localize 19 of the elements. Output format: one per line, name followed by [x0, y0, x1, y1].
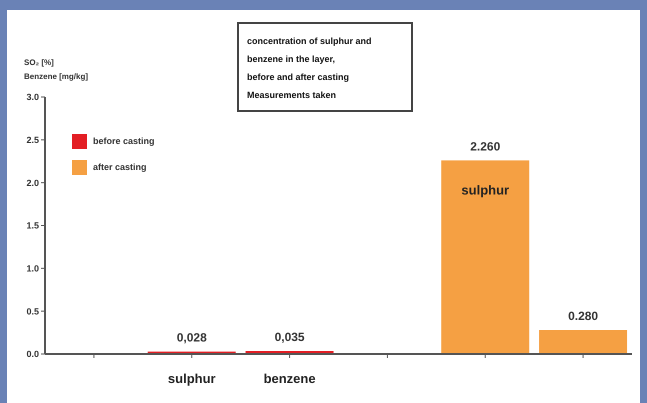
data-label: 0,035: [274, 330, 305, 344]
annotation: sulphur: [461, 182, 510, 198]
data-label: 2.260: [470, 139, 501, 154]
y-axis-title: SO₂ [%] Benzene [mg/kg]: [24, 57, 88, 83]
data-label: 0.280: [568, 309, 598, 324]
x-tick-label: benzene: [264, 371, 316, 386]
chart-title: concentration of sulphur and benzene in the layer, before and after casting Measurements taken: [247, 35, 373, 102]
y-tick-label: 1.5: [26, 220, 39, 231]
legend-label: before casting: [93, 136, 155, 146]
y-tick-label: 3.0: [26, 92, 39, 102]
legend-label: after casting: [93, 162, 147, 172]
y-tick-label: 2.0: [26, 178, 39, 188]
y-tick-label: 0.5: [26, 306, 39, 316]
bar: [441, 160, 530, 354]
y-tick-label: 0.0: [26, 349, 39, 360]
y-tick-label: 2.5: [26, 135, 39, 146]
bar: [539, 330, 628, 354]
data-label: 0,028: [176, 330, 208, 345]
y-tick-label: 1.0: [26, 264, 39, 274]
